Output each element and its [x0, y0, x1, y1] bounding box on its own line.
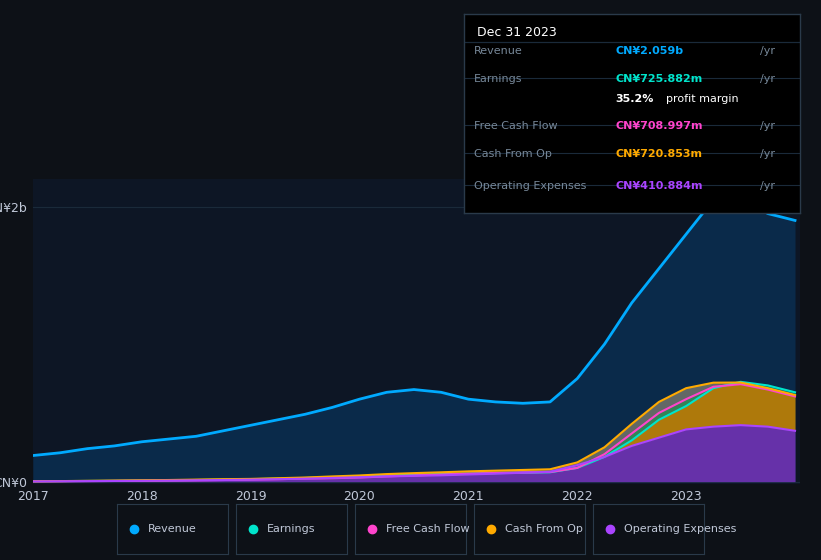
- Text: Revenue: Revenue: [474, 46, 523, 56]
- Text: CN¥720.853m: CN¥720.853m: [616, 149, 702, 159]
- Text: Cash From Op: Cash From Op: [505, 524, 583, 534]
- Text: /yr: /yr: [760, 122, 775, 132]
- Text: 35.2%: 35.2%: [616, 94, 654, 104]
- Text: Earnings: Earnings: [474, 73, 522, 83]
- Text: /yr: /yr: [760, 181, 775, 191]
- Text: Free Cash Flow: Free Cash Flow: [386, 524, 470, 534]
- Text: Dec 31 2023: Dec 31 2023: [477, 26, 557, 39]
- Text: Revenue: Revenue: [148, 524, 197, 534]
- Text: /yr: /yr: [760, 73, 775, 83]
- Text: /yr: /yr: [760, 149, 775, 159]
- Text: Cash From Op: Cash From Op: [474, 149, 552, 159]
- Text: CN¥708.997m: CN¥708.997m: [616, 122, 703, 132]
- Text: Earnings: Earnings: [267, 524, 315, 534]
- Text: Operating Expenses: Operating Expenses: [624, 524, 736, 534]
- Text: CN¥410.884m: CN¥410.884m: [616, 181, 703, 191]
- Text: /yr: /yr: [760, 46, 775, 56]
- Text: CN¥725.882m: CN¥725.882m: [616, 73, 703, 83]
- Text: profit margin: profit margin: [666, 94, 738, 104]
- Text: Free Cash Flow: Free Cash Flow: [474, 122, 557, 132]
- Text: Operating Expenses: Operating Expenses: [474, 181, 586, 191]
- Text: CN¥2.059b: CN¥2.059b: [616, 46, 683, 56]
